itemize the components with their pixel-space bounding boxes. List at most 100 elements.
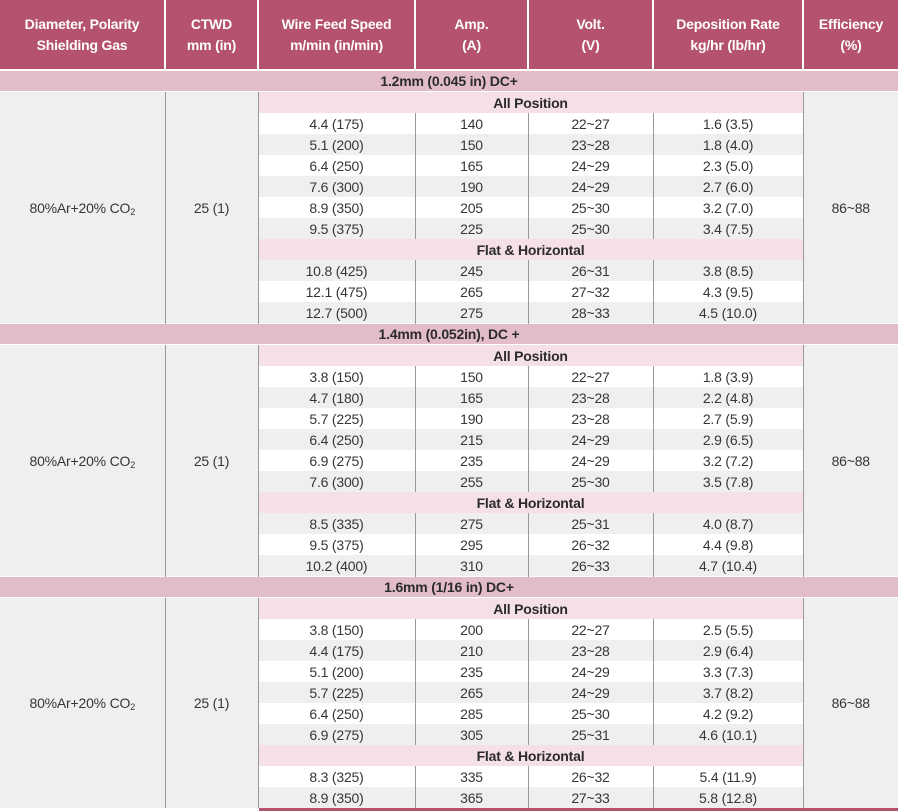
table-row: 8.5 (335) 275 25~31 4.0 (8.7): [0, 513, 898, 534]
table-row: 6.9 (275) 305 25~31 4.6 (10.1): [0, 724, 898, 745]
header-line: Shielding Gas: [36, 36, 128, 53]
header-line: (%): [840, 36, 862, 53]
volt-cell: 24~29: [527, 429, 653, 450]
table-row: 5.1 (200) 235 24~29 3.3 (7.3): [0, 661, 898, 682]
deposition-rate-cell: 4.4 (9.8): [652, 534, 803, 555]
efficiency-cell: 86~88: [802, 344, 898, 577]
deposition-rate-cell: 5.8 (12.8): [652, 787, 803, 811]
table-row: 8.3 (325) 335 26~32 5.4 (11.9): [0, 766, 898, 787]
section-title: 1.6mm (1/16 in) DC+: [0, 576, 898, 598]
table-row: 4.7 (180) 165 23~28 2.2 (4.8): [0, 387, 898, 408]
col-header-volt: Volt. (V): [527, 0, 653, 71]
deposition-rate-cell: 2.2 (4.8): [652, 387, 803, 408]
wire-feed-speed-cell: 3.8 (150): [257, 366, 415, 387]
header-line: (A): [462, 36, 481, 53]
wire-feed-speed-cell: 12.7 (500): [257, 302, 415, 324]
amp-cell: 225: [414, 218, 528, 239]
amp-cell: 165: [414, 155, 528, 176]
wire-feed-speed-cell: 7.6 (300): [257, 471, 415, 492]
volt-cell: 24~29: [527, 176, 653, 197]
wire-feed-speed-cell: 6.9 (275): [257, 450, 415, 471]
header-row: Diameter, Polarity Shielding Gas CTWD mm…: [0, 0, 898, 71]
deposition-rate-cell: 4.2 (9.2): [652, 703, 803, 724]
group-label: Flat & Horizontal: [257, 492, 803, 513]
deposition-rate-cell: 4.6 (10.1): [652, 724, 803, 745]
amp-cell: 265: [414, 281, 528, 302]
deposition-rate-cell: 2.7 (6.0): [652, 176, 803, 197]
header-line: Wire Feed Speed: [281, 16, 392, 33]
group-label-row: 80%Ar+20% CO2 25 (1) All Position 86~88: [0, 597, 898, 811]
wire-feed-speed-cell: 6.4 (250): [257, 703, 415, 724]
deposition-rate-cell: 2.3 (5.0): [652, 155, 803, 176]
group-label-row: Flat & Horizontal: [0, 492, 898, 513]
table-row: 5.7 (225) 265 24~29 3.7 (8.2): [0, 682, 898, 703]
amp-cell: 150: [414, 366, 528, 387]
table-row: 3.8 (150) 200 22~27 2.5 (5.5): [0, 619, 898, 640]
wire-feed-speed-cell: 10.8 (425): [257, 260, 415, 281]
group-label-row: Flat & Horizontal: [0, 745, 898, 766]
amp-cell: 335: [414, 766, 528, 787]
wire-feed-speed-cell: 8.9 (350): [257, 197, 415, 218]
wire-feed-speed-cell: 12.1 (475): [257, 281, 415, 302]
amp-cell: 245: [414, 260, 528, 281]
table-row: 8.9 (350) 205 25~30 3.2 (7.0): [0, 197, 898, 218]
section-title: 1.4mm (0.052in), DC +: [0, 323, 898, 345]
volt-cell: 26~33: [527, 555, 653, 577]
wire-feed-speed-cell: 4.7 (180): [257, 387, 415, 408]
amp-cell: 215: [414, 429, 528, 450]
wire-feed-speed-cell: 7.6 (300): [257, 176, 415, 197]
col-header-diameter-shielding-gas: Diameter, Polarity Shielding Gas: [0, 0, 165, 71]
volt-cell: 24~29: [527, 155, 653, 176]
gas-subscript: 2: [130, 459, 136, 470]
header-line: mm (in): [186, 36, 237, 53]
amp-cell: 140: [414, 113, 528, 134]
efficiency-cell: 86~88: [802, 91, 898, 324]
table-row: 12.1 (475) 265 27~32 4.3 (9.5): [0, 281, 898, 302]
ctwd-cell: 25 (1): [164, 344, 258, 577]
section-title: 1.2mm (0.045 in) DC+: [0, 69, 898, 92]
volt-cell: 22~27: [527, 366, 653, 387]
col-header-wire-feed-speed: Wire Feed Speed m/min (in/min): [257, 0, 415, 71]
table-row: 4.4 (175) 210 23~28 2.9 (6.4): [0, 640, 898, 661]
table-row: 4.4 (175) 140 22~27 1.6 (3.5): [0, 113, 898, 134]
volt-cell: 28~33: [527, 302, 653, 324]
efficiency-cell: 86~88: [802, 597, 898, 811]
amp-cell: 295: [414, 534, 528, 555]
gas-cell: 80%Ar+20% CO2: [0, 344, 165, 577]
table-row: 5.7 (225) 190 23~28 2.7 (5.9): [0, 408, 898, 429]
volt-cell: 24~29: [527, 450, 653, 471]
table-header: Diameter, Polarity Shielding Gas CTWD mm…: [0, 0, 898, 71]
gas-subscript: 2: [130, 702, 136, 712]
table-body: 1.2mm (0.045 in) DC+ 80%Ar+20% CO2 25 (1) A…: [0, 69, 898, 811]
volt-cell: 25~30: [527, 471, 653, 492]
deposition-rate-cell: 3.2 (7.0): [652, 197, 803, 218]
group-label-row: Flat & Horizontal: [0, 239, 898, 260]
amp-cell: 275: [414, 513, 528, 534]
deposition-rate-cell: 1.8 (4.0): [652, 134, 803, 155]
header-line: CTWD: [190, 16, 233, 33]
wire-feed-speed-cell: 6.4 (250): [257, 429, 415, 450]
wire-feed-speed-cell: 5.7 (225): [257, 408, 415, 429]
header-line: kg/hr (lb/hr): [690, 36, 766, 53]
deposition-rate-cell: 3.2 (7.2): [652, 450, 803, 471]
wire-feed-speed-cell: 3.8 (150): [257, 619, 415, 640]
volt-cell: 25~30: [527, 703, 653, 724]
amp-cell: 305: [414, 724, 528, 745]
table-row: 6.4 (250) 165 24~29 2.3 (5.0): [0, 155, 898, 176]
gas-cell: 80%Ar+20% CO2: [0, 91, 165, 324]
deposition-rate-cell: 5.4 (11.9): [652, 766, 803, 787]
deposition-rate-cell: 3.4 (7.5): [652, 218, 803, 239]
table-row: 5.1 (200) 150 23~28 1.8 (4.0): [0, 134, 898, 155]
volt-cell: 26~32: [527, 534, 653, 555]
table-row: 3.8 (150) 150 22~27 1.8 (3.9): [0, 366, 898, 387]
amp-cell: 365: [414, 787, 528, 811]
amp-cell: 190: [414, 176, 528, 197]
amp-cell: 310: [414, 555, 528, 577]
volt-cell: 22~27: [527, 619, 653, 640]
wire-feed-speed-cell: 8.9 (350): [257, 787, 415, 811]
gas-cell: 80%Ar+20% CO2: [0, 597, 165, 811]
amp-cell: 190: [414, 408, 528, 429]
col-header-deposition-rate: Deposition Rate kg/hr (lb/hr): [652, 0, 803, 71]
section-band-row: 1.4mm (0.052in), DC +: [0, 323, 898, 345]
